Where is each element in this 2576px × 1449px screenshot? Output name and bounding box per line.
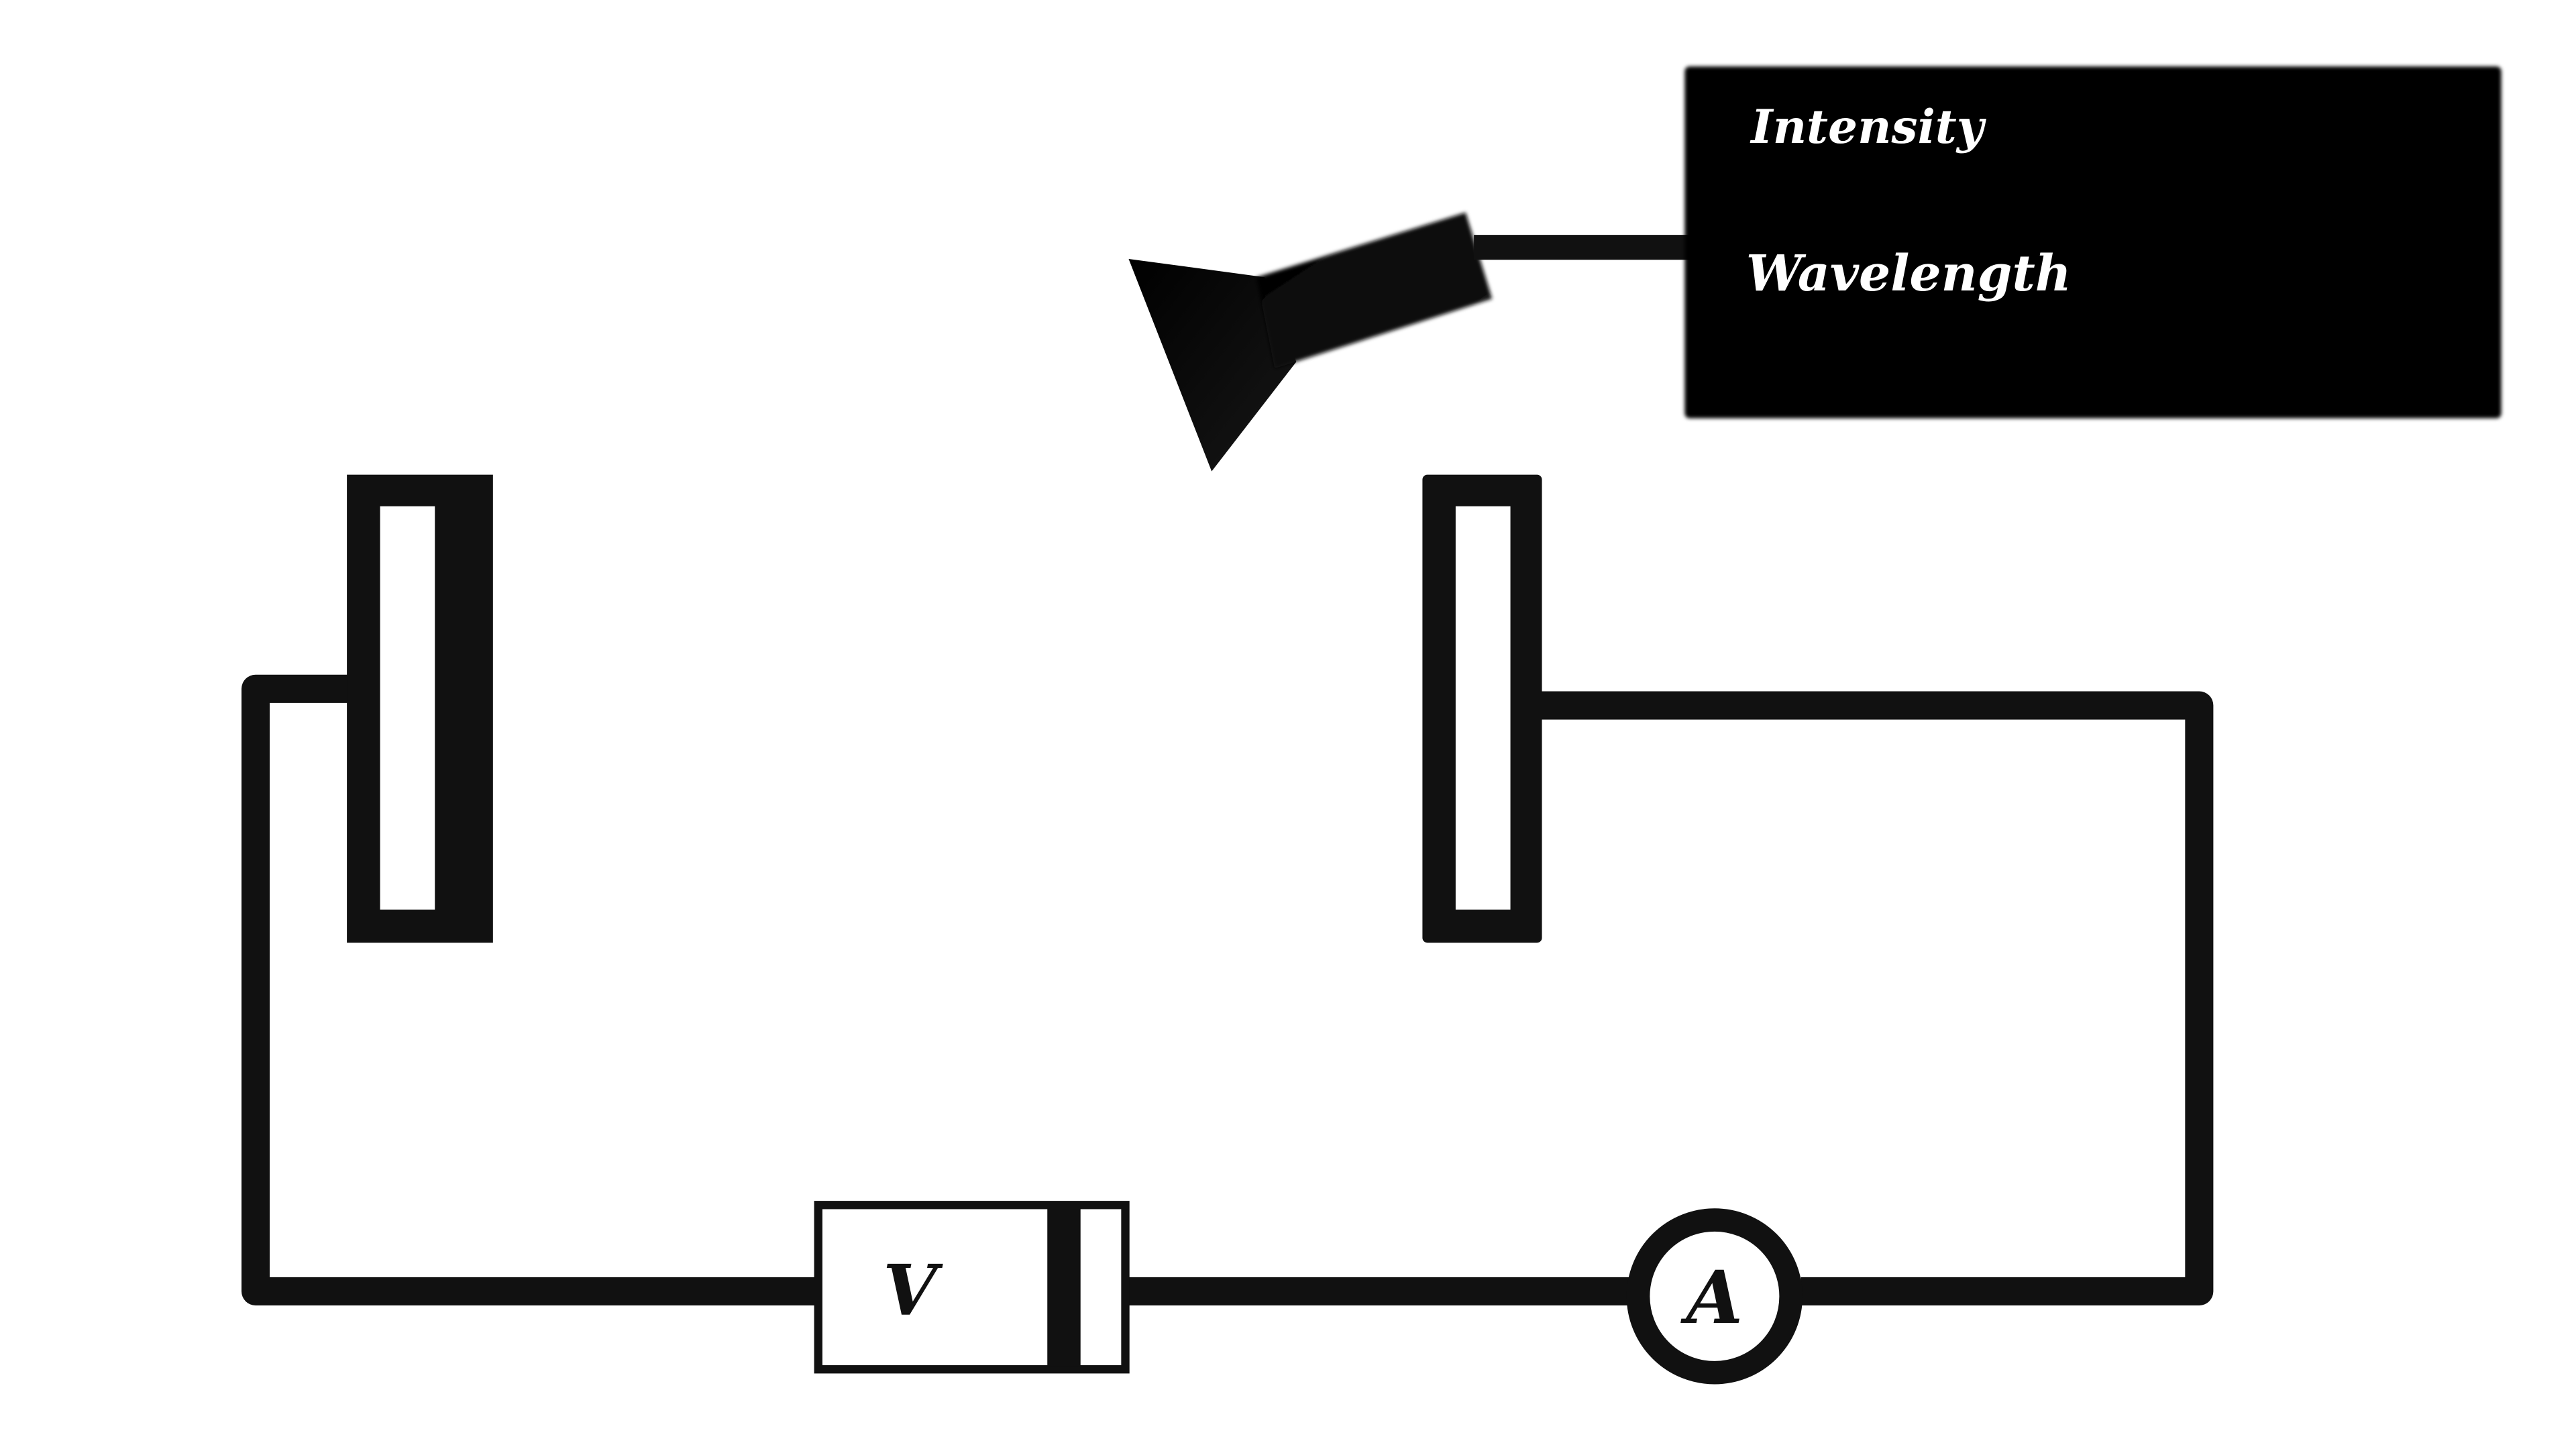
intensity-label: Intensity xyxy=(1750,100,1986,154)
circuit-wires xyxy=(241,674,2214,1305)
battery-terminal-bar xyxy=(1047,1208,1081,1366)
lamp-cone xyxy=(1128,258,1297,472)
voltage-source: V xyxy=(814,1201,1130,1374)
wavelength-label: Wavelength xyxy=(1746,244,2072,303)
lamp-body xyxy=(1256,212,1493,369)
left-electrode-plate xyxy=(347,474,493,943)
ammeter-symbol: A xyxy=(1680,1254,1743,1340)
ammeter: A xyxy=(1626,1208,1803,1385)
wire-right xyxy=(1540,691,2214,1305)
light-source-lamp xyxy=(1128,212,1493,472)
wire-left xyxy=(241,674,818,1305)
control-panel: Intensity Wavelength xyxy=(1684,66,2502,419)
voltage-symbol: V xyxy=(883,1249,943,1332)
right-electrode-plate xyxy=(1422,474,1542,943)
